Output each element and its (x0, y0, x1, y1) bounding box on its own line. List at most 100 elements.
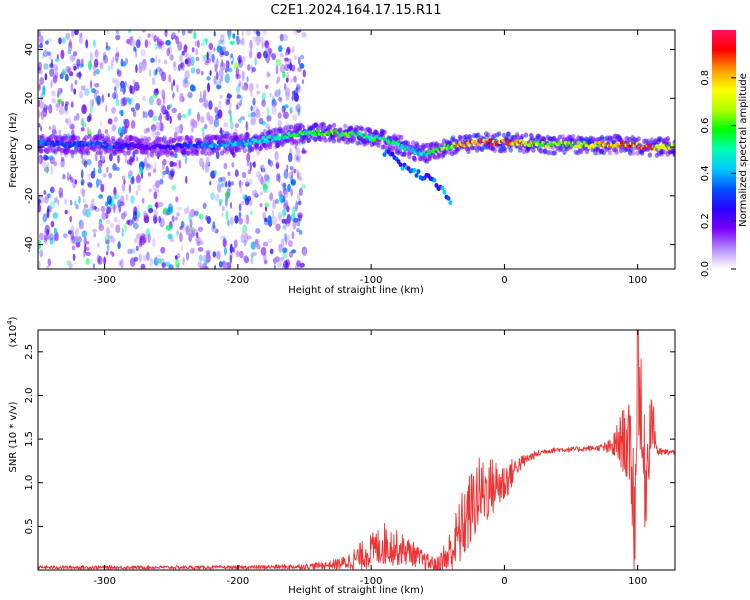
spectrogram-ridge-halo (139, 138, 144, 144)
spectrogram-noise-speck (299, 63, 305, 69)
spectrogram-noise-speck (283, 260, 288, 269)
spectrogram-noise-speck (274, 199, 279, 204)
spectrogram-noise-speck (252, 102, 256, 113)
spectrogram-noise-speck (93, 92, 98, 100)
spectrogram-ridge-halo (275, 142, 280, 148)
spectrogram-noise-speck (49, 186, 55, 194)
colorbar: 0.0 0.2 0.4 0.6 0.8 Normalized spectral ampl… (700, 30, 749, 277)
spectrogram-noise-speck (72, 253, 76, 261)
spectrogram-noise-speck (295, 87, 299, 96)
spectrogram-noise-speck (115, 34, 121, 41)
spectrogram-noise-speck (110, 222, 114, 229)
spectrogram-noise-speck (168, 104, 172, 109)
spectrogram-noise-speck (80, 188, 84, 195)
spectrogram-noise-speck (285, 77, 289, 83)
spectrogram-noise-speck (215, 113, 220, 120)
spectrogram-ridge-halo (343, 123, 348, 129)
spectrogram-ridge-halo (506, 131, 511, 137)
spectrogram-noise-speck (57, 199, 60, 206)
spectrogram-noise-speck (198, 97, 204, 103)
spectrogram-ridge-halo (579, 149, 584, 155)
spectrogram-noise-speck (183, 44, 188, 53)
spectrogram-noise-speck (271, 209, 274, 219)
spectrogram-noise-speck (285, 218, 291, 227)
spectrogram-noise-speck (209, 70, 212, 76)
spectrogram-noise-speck (202, 202, 207, 209)
snr-y-axis: 0.5 1.0 1.5 2.0 2.5 (24, 344, 675, 534)
spectrogram-ridge-halo (69, 149, 75, 155)
spectrogram-noise-speck (81, 117, 85, 127)
spectrogram-noise-speck (134, 81, 140, 92)
spectrogram-ridge-halo (537, 134, 542, 140)
spectrogram-noise-speck (282, 183, 287, 191)
spectrogram-noise-speck (214, 193, 220, 202)
spectrogram-noise-speck (142, 211, 147, 218)
spectrogram-noise-speck (124, 222, 127, 232)
spectrogram-noise-speck (43, 190, 47, 195)
spectrogram-noise-speck (202, 54, 208, 59)
spectrogram-noise-speck (283, 194, 286, 203)
spectrogram-ridge-halo (570, 133, 576, 140)
spectrogram-noise-speck (242, 224, 247, 234)
spectrogram-noise-speck (59, 73, 64, 80)
snr-y-tick-label: 1.5 (24, 431, 35, 447)
spectrogram-ridge-halo (382, 129, 387, 135)
spectrogram-noise-speck (250, 105, 253, 112)
spectrogram-noise-speck (75, 204, 79, 210)
spectrogram-noise-speck (141, 233, 147, 244)
spectrogram-noise-speck (168, 74, 172, 83)
spectrogram-noise-speck (74, 179, 78, 185)
spectrogram-noise-speck (83, 249, 86, 258)
spectrogram-noise-speck (243, 255, 249, 263)
spectrogram-noise-speck (74, 79, 78, 86)
spectrogram-noise-speck (176, 84, 179, 93)
spectrogram-noise-speck (49, 156, 56, 165)
spectrogram-noise-speck (229, 113, 232, 123)
spectrogram-noise-speck (279, 33, 284, 42)
spectrogram-noise-speck (282, 208, 287, 218)
spectrogram-noise-speck (129, 155, 133, 166)
spectrogram-noise-speck (196, 232, 199, 239)
spectrogram-noise-speck (213, 118, 219, 128)
spectrogram-noise-speck (282, 71, 286, 78)
spectrogram-noise-speck (39, 76, 45, 85)
spectrogram-ridge-halo (75, 135, 81, 141)
spectrogram-noise-speck (281, 108, 285, 114)
spectrogram-noise-speck (255, 171, 262, 178)
snr-x-tick-label: -100 (360, 576, 383, 587)
spectrogram-noise-speck (175, 196, 179, 203)
spectrogram-noise-speck (60, 49, 65, 60)
spectrogram-noise-speck (221, 205, 225, 212)
spectrogram-noise-speck (274, 151, 279, 160)
spectrogram-noise-speck (231, 247, 235, 252)
spectrogram-noise-speck (232, 33, 236, 39)
spectrogram-noise-speck (135, 156, 139, 162)
spectrogram-ridge-halo (636, 136, 641, 142)
spectrogram-ridge-cell (315, 129, 320, 133)
spectrogram-noise-speck (88, 113, 92, 122)
spectrogram-noise-speck (82, 188, 85, 198)
spectrogram-noise-speck (81, 230, 88, 238)
spectrogram-noise-speck (239, 99, 243, 107)
spectrogram-noise-speck (171, 31, 175, 38)
spectrogram-noise-speck (152, 237, 156, 248)
spectrogram-noise-speck (302, 147, 305, 153)
spectrogram-noise-speck (248, 178, 253, 185)
spectrogram-noise-speck (67, 172, 71, 179)
spectrogram-ridge-halo (531, 147, 536, 153)
spectrogram-noise-speck (75, 227, 79, 236)
spectrogram-noise-speck (122, 85, 126, 95)
snr-y-tick-label: 1.0 (24, 475, 35, 491)
spectrogram-noise-speck (284, 189, 289, 199)
spectrogram-noise-speck (282, 203, 288, 210)
spectrogram-noise-speck (284, 57, 289, 62)
spectrogram-ridge-halo (401, 151, 407, 158)
spectrogram-noise-speck (271, 53, 276, 61)
spectrogram-noise-speck (94, 49, 99, 58)
spectrogram-ridge-cell (368, 137, 373, 142)
spectrogram-branch-cell (412, 167, 417, 173)
spectrogram-noise-speck (206, 51, 209, 61)
spectrogram-noise-speck (114, 86, 117, 91)
spectrogram-ridge-halo (558, 147, 564, 153)
